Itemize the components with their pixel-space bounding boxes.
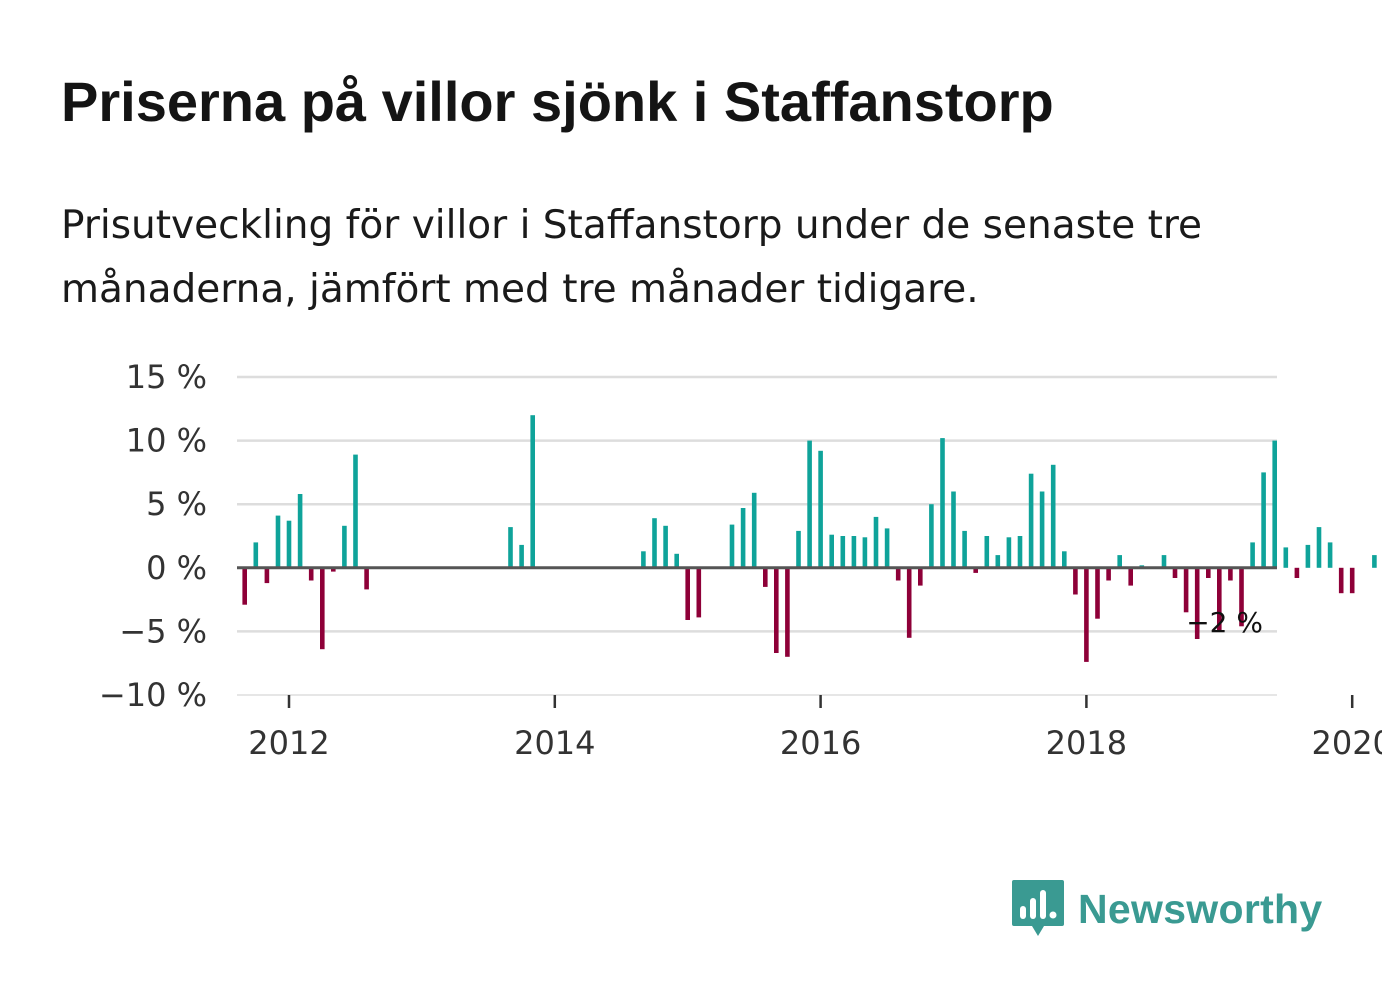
bar bbox=[918, 567, 923, 586]
chart-subtitle: Prisutveckling för villor i Staffanstorp… bbox=[61, 203, 1203, 312]
bar bbox=[1261, 472, 1266, 568]
bar bbox=[1239, 567, 1244, 627]
bar bbox=[320, 567, 325, 650]
bar bbox=[1217, 567, 1222, 632]
bar bbox=[253, 542, 259, 568]
bar bbox=[962, 530, 967, 568]
bar bbox=[331, 567, 336, 572]
bar bbox=[508, 527, 513, 568]
bar bbox=[674, 553, 679, 568]
bar bbox=[1206, 567, 1211, 578]
bar bbox=[951, 491, 956, 568]
x-tick-label: 2018 bbox=[1046, 724, 1127, 762]
bar bbox=[308, 567, 314, 581]
bar bbox=[873, 516, 879, 568]
bar bbox=[297, 494, 303, 568]
y-tick-label: 15 % bbox=[126, 358, 207, 396]
brand-name: Newsworthy bbox=[1078, 885, 1323, 932]
bar bbox=[364, 567, 369, 590]
bar bbox=[984, 536, 990, 568]
bar bbox=[796, 530, 801, 568]
bar bbox=[685, 567, 690, 620]
bar bbox=[1017, 536, 1023, 568]
bar bbox=[840, 536, 846, 568]
bar-chart-speech-bubble-icon bbox=[1012, 880, 1064, 936]
bar bbox=[1128, 567, 1133, 586]
bar bbox=[1349, 567, 1355, 594]
bar bbox=[763, 567, 768, 587]
bar bbox=[1305, 544, 1311, 568]
bar bbox=[1327, 542, 1333, 568]
bar bbox=[286, 520, 292, 568]
bar bbox=[906, 567, 912, 638]
bar bbox=[751, 492, 757, 568]
bar bbox=[663, 525, 668, 568]
bar bbox=[1194, 567, 1200, 639]
bar bbox=[242, 567, 247, 605]
x-tick-label: 2012 bbox=[248, 724, 329, 762]
bar bbox=[774, 567, 779, 653]
bar bbox=[652, 518, 657, 568]
bar bbox=[995, 555, 1001, 568]
y-tick-label: 10 % bbox=[126, 422, 207, 460]
bar bbox=[1283, 547, 1289, 568]
bar bbox=[641, 551, 646, 568]
bar bbox=[1084, 567, 1089, 662]
bar bbox=[973, 567, 978, 573]
newsworthy-logo: Newsworthy bbox=[1010, 878, 1323, 940]
bar bbox=[940, 438, 945, 568]
bar bbox=[1183, 567, 1189, 613]
bar bbox=[1372, 555, 1377, 568]
bar bbox=[275, 515, 281, 568]
bar bbox=[1039, 491, 1045, 568]
bar bbox=[807, 440, 812, 568]
bar bbox=[740, 508, 746, 568]
last-value-label: −2 % bbox=[1186, 606, 1263, 639]
bar bbox=[829, 534, 834, 568]
bar bbox=[1062, 551, 1067, 568]
y-tick-label: −5 % bbox=[119, 612, 207, 650]
bar bbox=[353, 454, 358, 568]
bar bbox=[1050, 464, 1056, 568]
y-tick-label: 0 % bbox=[146, 549, 207, 587]
bar bbox=[895, 567, 901, 581]
y-tick-label: −10 % bbox=[99, 676, 207, 714]
bar bbox=[1250, 542, 1255, 568]
bar bbox=[264, 567, 270, 584]
bar bbox=[1316, 527, 1322, 568]
bar bbox=[929, 504, 934, 568]
bar bbox=[1228, 567, 1233, 581]
bar bbox=[1006, 537, 1012, 568]
bar bbox=[696, 567, 702, 618]
bar bbox=[1073, 567, 1078, 595]
bar bbox=[1272, 440, 1277, 568]
bar bbox=[1106, 567, 1111, 581]
bar bbox=[1117, 555, 1122, 568]
bar bbox=[342, 525, 347, 568]
x-tick-label: 2014 bbox=[514, 724, 595, 762]
bar bbox=[862, 537, 868, 568]
bar bbox=[1161, 555, 1167, 568]
y-tick-label: 5 % bbox=[146, 485, 207, 523]
x-tick-label: 2016 bbox=[780, 724, 861, 762]
x-tick-label: 2020 bbox=[1311, 724, 1382, 762]
bar bbox=[884, 528, 890, 568]
bar bbox=[1028, 473, 1034, 568]
bar bbox=[1095, 567, 1100, 619]
bar bbox=[1172, 567, 1178, 578]
bar bbox=[1294, 567, 1300, 578]
bar bbox=[729, 524, 735, 568]
bar bbox=[818, 450, 823, 568]
bar bbox=[785, 567, 790, 657]
bar bbox=[530, 415, 535, 568]
bar bbox=[1338, 567, 1344, 594]
chart-title: Priserna på villor sjönk i Staffanstorp bbox=[61, 70, 1054, 133]
bar bbox=[851, 536, 857, 568]
bar bbox=[519, 544, 524, 568]
